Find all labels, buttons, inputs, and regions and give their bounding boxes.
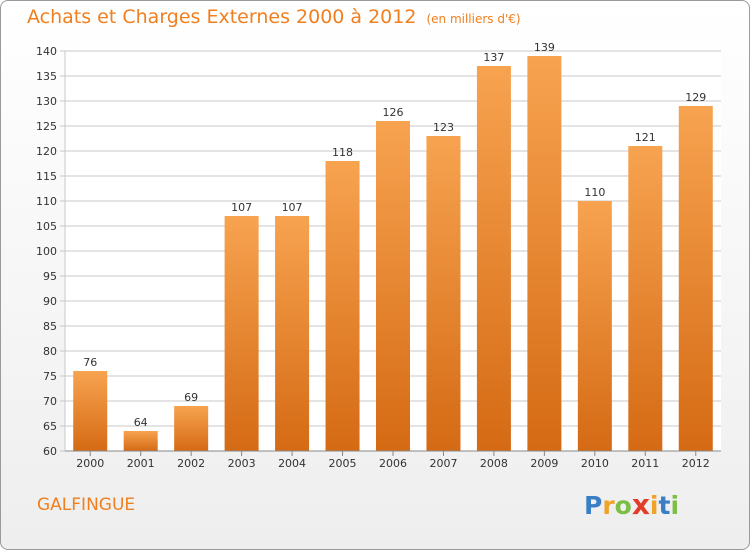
data-label-2010: 110 xyxy=(584,186,605,199)
chart-title-main: Achats et Charges Externes 2000 à 2012 xyxy=(27,6,417,28)
data-label-2002: 69 xyxy=(184,391,198,404)
y-tick-label: 80 xyxy=(43,345,57,358)
data-label-2003: 107 xyxy=(231,201,252,214)
x-tick-label: 2007 xyxy=(429,457,457,470)
data-label-2001: 64 xyxy=(134,416,148,429)
y-tick-label: 70 xyxy=(43,395,57,408)
bar-2003 xyxy=(224,216,259,451)
bar-2004 xyxy=(275,216,310,451)
x-tick-label: 2009 xyxy=(530,457,558,470)
data-label-2006: 126 xyxy=(383,106,404,119)
x-tick-label: 2002 xyxy=(177,457,205,470)
bar-2000 xyxy=(73,371,108,451)
x-tick-label: 2012 xyxy=(682,457,710,470)
y-tick-label: 135 xyxy=(36,70,57,83)
y-tick-label: 75 xyxy=(43,370,57,383)
y-tick-label: 105 xyxy=(36,220,57,233)
y-tick-label: 65 xyxy=(43,420,57,433)
y-tick-label: 140 xyxy=(36,45,57,58)
y-tick-label: 100 xyxy=(36,245,57,258)
x-tick-label: 2005 xyxy=(329,457,357,470)
y-tick-label: 90 xyxy=(43,295,57,308)
bar-2007 xyxy=(426,136,461,451)
data-label-2000: 76 xyxy=(83,356,97,369)
bar-2008 xyxy=(476,66,511,451)
data-label-2008: 137 xyxy=(483,51,504,64)
data-label-2011: 121 xyxy=(635,131,656,144)
x-tick-label: 2008 xyxy=(480,457,508,470)
data-label-2005: 118 xyxy=(332,146,353,159)
y-tick-label: 125 xyxy=(36,120,57,133)
x-tick-label: 2010 xyxy=(581,457,609,470)
bar-2011 xyxy=(628,146,663,451)
data-label-2004: 107 xyxy=(282,201,303,214)
data-label-2012: 129 xyxy=(685,91,706,104)
y-tick-label: 85 xyxy=(43,320,57,333)
commune-name: GALFINGUE xyxy=(37,495,136,515)
y-tick-label: 115 xyxy=(36,170,57,183)
chart-subtitle: (en milliers d'€) xyxy=(426,12,521,26)
chart-title: Achats et Charges Externes 2000 à 2012 (e… xyxy=(27,6,521,28)
x-tick-label: 2001 xyxy=(127,457,155,470)
y-tick-label: 110 xyxy=(36,195,57,208)
y-axis: 60 65 70 75 80 85 90 95 100 105 110 115 120 125 130 135… xyxy=(36,45,66,458)
x-tick-label: 2003 xyxy=(228,457,256,470)
x-axis: 2000 2001 2002 2003 2004 2005 2006 2007 2008 2009… xyxy=(65,450,721,470)
x-tick-label: 2011 xyxy=(631,457,659,470)
y-tick-label: 130 xyxy=(36,95,57,108)
bar-2006 xyxy=(376,121,410,451)
bar-2002 xyxy=(174,406,209,451)
bar-2010 xyxy=(577,201,612,451)
bar-2005 xyxy=(325,161,360,451)
y-tick-label: 60 xyxy=(43,445,57,458)
bar-2012 xyxy=(678,106,713,451)
x-tick-label: 2006 xyxy=(379,457,407,470)
bar-2001 xyxy=(123,431,158,451)
bars: 76 64 69 107 107 118 126 123 137 139 110 121 129 xyxy=(73,41,713,451)
x-tick-label: 2004 xyxy=(278,457,306,470)
y-tick-label: 120 xyxy=(36,145,57,158)
bar-2009 xyxy=(527,56,562,451)
proxiti-logo: Proxiti xyxy=(584,488,680,521)
data-label-2007: 123 xyxy=(433,121,454,134)
y-tick-label: 95 xyxy=(43,270,57,283)
data-label-2009: 139 xyxy=(534,41,555,54)
x-tick-label: 2000 xyxy=(76,457,104,470)
